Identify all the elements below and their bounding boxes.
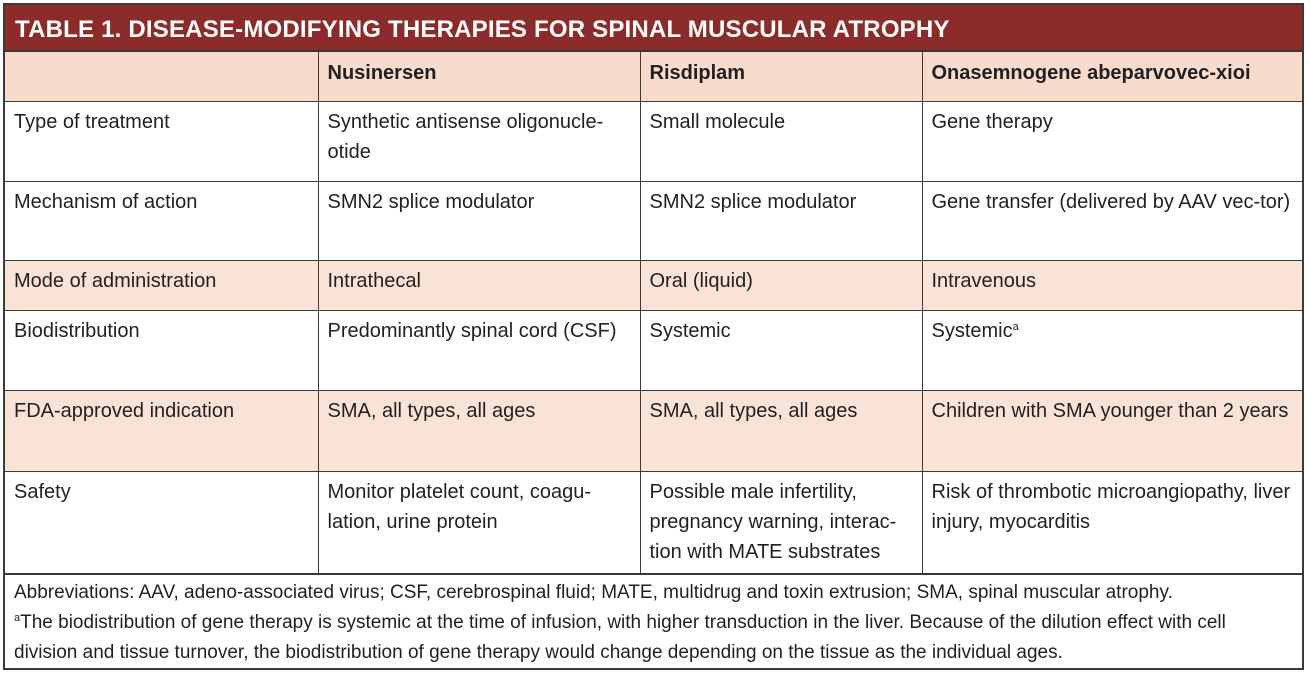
row-label: Mechanism of action	[5, 181, 319, 261]
footnote-a: aThe biodistribution of gene therapy is …	[14, 608, 1293, 668]
cell: SMA, all types, all ages	[639, 390, 923, 472]
cell: Intrathecal	[317, 260, 641, 311]
table-footnotes: Abbreviations: AAV, adeno-associated vir…	[5, 574, 1302, 671]
row-label: Safety	[5, 471, 319, 574]
row-label: Biodistribution	[5, 310, 319, 391]
header-cell-risdiplam: Risdiplam	[639, 52, 923, 102]
row-label: Mode of administration	[5, 260, 319, 311]
cell: Risk of thrombotic microangiopathy, live…	[921, 471, 1302, 574]
row-label: Type of treatment	[5, 101, 319, 182]
cell: Systemica	[921, 310, 1302, 391]
header-row: Nusinersen Risdiplam Onasemnogene abepar…	[5, 52, 1302, 102]
table-row: Mode of administration Intrathecal Oral …	[5, 260, 1302, 311]
cell: Synthetic antisense oligonucle-otide	[317, 101, 641, 182]
row-label: FDA-approved indication	[5, 390, 319, 472]
table-row: Safety Monitor platelet count, coagu-lat…	[5, 471, 1302, 574]
footnote-a-text: The biodistribution of gene therapy is s…	[14, 612, 1226, 663]
cell: Children with SMA younger than 2 years	[921, 390, 1302, 472]
table-row: Type of treatment Synthetic antisense ol…	[5, 101, 1302, 182]
therapies-table: Nusinersen Risdiplam Onasemnogene abepar…	[5, 52, 1302, 574]
cell: Systemic	[639, 310, 923, 391]
table-container: TABLE 1. DISEASE-MODIFYING THERAPIES FOR…	[3, 3, 1304, 670]
cell: Possible male infertility, pregnancy war…	[639, 471, 923, 574]
cell: SMN2 splice modulator	[317, 181, 641, 261]
abbreviations-note: Abbreviations: AAV, adeno-associated vir…	[14, 582, 1173, 603]
cell: Oral (liquid)	[639, 260, 923, 311]
cell: Small molecule	[639, 101, 923, 182]
header-cell-onasemnogene: Onasemnogene abeparvovec-xioi	[921, 52, 1302, 102]
cell: SMN2 splice modulator	[639, 181, 923, 261]
cell: SMA, all types, all ages	[317, 390, 641, 472]
table-row: Mechanism of action SMN2 splice modulato…	[5, 181, 1302, 261]
cell-text: Systemic	[931, 320, 1013, 342]
cell: Predominantly spinal cord (CSF)	[317, 310, 641, 391]
footnote-marker: a	[1012, 321, 1019, 333]
cell: Intravenous	[921, 260, 1302, 311]
header-cell	[5, 52, 319, 102]
table-row: FDA-approved indication SMA, all types, …	[5, 390, 1302, 472]
table-title: TABLE 1. DISEASE-MODIFYING THERAPIES FOR…	[5, 5, 1302, 52]
cell: Monitor platelet count, coagu-lation, ur…	[317, 471, 641, 574]
header-cell-nusinersen: Nusinersen	[317, 52, 641, 102]
cell: Gene therapy	[921, 101, 1302, 182]
footnote-marker: a	[14, 612, 21, 624]
cell: Gene transfer (delivered by AAV vec-tor)	[921, 181, 1302, 261]
table-row: Biodistribution Predominantly spinal cor…	[5, 310, 1302, 391]
